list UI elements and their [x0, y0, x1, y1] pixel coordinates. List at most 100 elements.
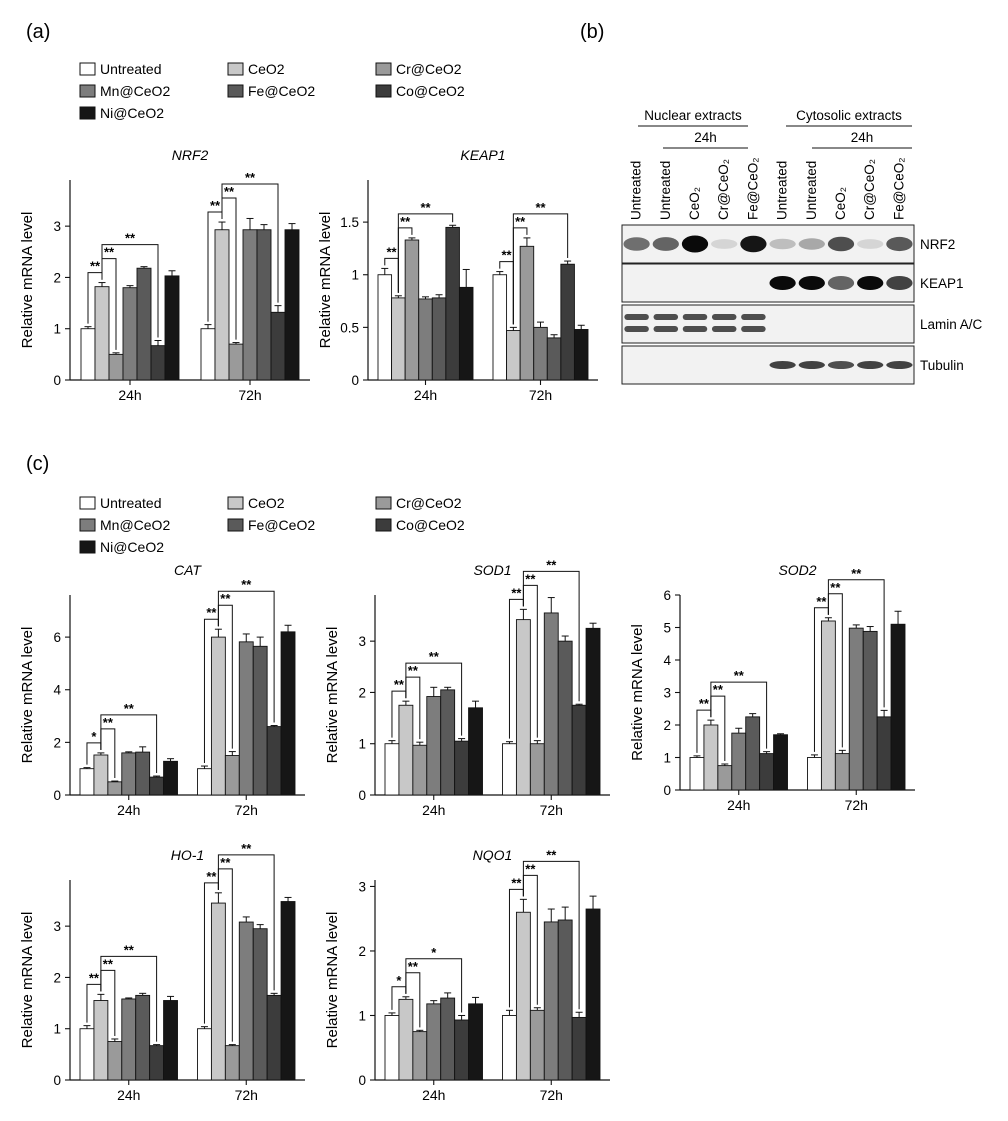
- nqo1-bar-cr-ceo2-24h: [412, 1031, 428, 1081]
- legend-label-mn-ceo2: Mn@CeO2: [100, 517, 170, 533]
- ho-1-bar-ni-ceo2-72h: [280, 901, 296, 1081]
- ho-1-sig-label: **: [89, 970, 100, 985]
- sod1-bar-ceo2-24h: [398, 704, 414, 796]
- sod1-bar-ceo2-72h: [515, 619, 531, 796]
- cat-ytick-label: 2: [53, 735, 61, 750]
- nqo1-sig-label: **: [511, 875, 522, 890]
- cat-category-72h: 72h: [235, 802, 258, 818]
- cat-sig-label: **: [241, 577, 252, 592]
- blot-band: [652, 237, 679, 251]
- nrf2-sig-label: **: [210, 198, 221, 213]
- cat-bar-co-ceo2-72h: [266, 726, 282, 796]
- sod2-bar-cr-ceo2-72h: [834, 753, 850, 791]
- sod1-sig-label: **: [408, 663, 419, 678]
- ho-1-bar-co-ceo2-72h: [266, 994, 282, 1081]
- sod2-sig-label: **: [713, 682, 724, 697]
- ho-1-sig-bracket: [217, 854, 275, 991]
- keap1-bar-ceo2-24h: [391, 297, 406, 381]
- keap1-bar-ni-ceo2-24h: [458, 286, 474, 381]
- cat-sig-bracket: [217, 590, 275, 723]
- ho-1-sig-bracket: [100, 955, 158, 1042]
- nqo1-title: NQO1: [473, 847, 513, 863]
- cat-bar-fe-ceo2-24h: [135, 751, 151, 796]
- blot-lane-label: CeO₂: [687, 187, 702, 220]
- cat-bar-untreated-24h: [79, 768, 95, 796]
- keap1-category-24h: 24h: [414, 387, 437, 403]
- nrf2-sig-label: **: [245, 170, 256, 185]
- cat-bar-cr-ceo2-72h: [224, 755, 240, 796]
- ho-1-bar-untreated-24h: [79, 1028, 95, 1081]
- ho-1-category-24h: 24h: [117, 1087, 140, 1103]
- legend-swatch-fe-ceo2: [227, 84, 244, 98]
- sod1-bar-cr-ceo2-72h: [529, 743, 545, 796]
- sod2-bar-mn-ceo2-72h: [848, 627, 864, 791]
- nrf2-bar-cr-ceo2-24h: [108, 353, 124, 381]
- nqo1-ytick-label: 2: [358, 944, 366, 959]
- nrf2-sig-bracket: [221, 183, 279, 303]
- keap1-ylabel: Relative mRNA level: [317, 212, 334, 349]
- blot-group-label-cytosolic-extracts: Cytosolic extracts: [796, 108, 902, 123]
- sod2-bar-untreated-24h: [689, 757, 705, 791]
- keap1-sig-label: **: [515, 214, 526, 229]
- nrf2-bar-fe-ceo2-72h: [256, 229, 272, 381]
- blot-band: [886, 361, 913, 369]
- nqo1-bar-cr-ceo2-72h: [529, 1009, 545, 1081]
- legend-swatch-untreated: [79, 62, 96, 76]
- blot-lane-label: Untreated: [804, 161, 819, 220]
- sod2-sig-label: **: [699, 696, 710, 711]
- keap1-bar-fe-ceo2-72h: [546, 337, 562, 381]
- blot-lane-label: CeO₂: [833, 187, 848, 220]
- nrf2-sig-label: **: [125, 231, 136, 246]
- keap1-sig-label: **: [535, 200, 546, 215]
- nqo1-bar-co-ceo2-24h: [454, 1019, 470, 1081]
- ho-1-category-72h: 72h: [235, 1087, 258, 1103]
- blot-band: [769, 238, 796, 250]
- blot-lane-label: Untreated: [629, 161, 644, 220]
- blot-band: [682, 326, 708, 332]
- nqo1-sig-label: *: [396, 973, 402, 988]
- panel-label-c: (c): [26, 453, 49, 475]
- nrf2-sig-label: **: [90, 259, 101, 274]
- nqo1-sig-label: **: [546, 847, 557, 862]
- nqo1-bar-mn-ceo2-24h: [426, 1003, 442, 1081]
- nrf2-category-24h: 24h: [118, 387, 141, 403]
- ho-1-bar-fe-ceo2-72h: [252, 928, 268, 1081]
- nrf2-bar-untreated-72h: [200, 328, 216, 381]
- legend-label-ceo2: CeO2: [248, 495, 285, 511]
- sod2-bar-fe-ceo2-72h: [862, 630, 878, 791]
- keap1-ytick-label: 1: [351, 268, 359, 283]
- sod2-category-24h: 24h: [727, 797, 750, 813]
- sod2-bar-ni-ceo2-24h: [773, 734, 788, 791]
- sod2-bar-co-ceo2-24h: [759, 753, 775, 791]
- blot-band: [681, 235, 709, 253]
- sod2-sig-label: **: [816, 594, 827, 609]
- blot-band: [741, 314, 766, 320]
- nrf2-sig-label: **: [104, 245, 115, 260]
- ho-1-ytick-label: 3: [53, 919, 61, 934]
- cat-ytick-label: 4: [53, 683, 61, 698]
- blot-lane-label: Untreated: [775, 161, 790, 220]
- legend-label-ni-ceo2: Ni@CeO2: [100, 105, 164, 121]
- keap1-bar-ceo2-72h: [506, 330, 521, 381]
- sod2-sig-bracket: [710, 681, 768, 749]
- keap1-bar-cr-ceo2-72h: [519, 245, 535, 381]
- nqo1-bar-fe-ceo2-24h: [440, 997, 456, 1081]
- keap1-ytick-label: 0: [351, 373, 359, 388]
- blot-band: [857, 361, 884, 369]
- cat-bar-mn-ceo2-72h: [238, 641, 254, 796]
- ho-1-sig-label: **: [241, 841, 252, 856]
- nrf2-category-72h: 72h: [238, 387, 261, 403]
- blot-band: [827, 361, 855, 369]
- nrf2-bar-cr-ceo2-72h: [228, 343, 244, 381]
- sod1-bar-co-ceo2-72h: [571, 704, 587, 796]
- ho-1-bar-ceo2-72h: [210, 902, 226, 1081]
- blot-band: [653, 314, 679, 320]
- ho-1-ylabel: Relative mRNA level: [19, 912, 36, 1049]
- sod1-bar-mn-ceo2-24h: [426, 696, 442, 796]
- sod2-bar-cr-ceo2-24h: [717, 765, 733, 791]
- keap1-bar-untreated-24h: [377, 274, 393, 381]
- blot-lane-label: Fe@CeO₂: [745, 158, 760, 220]
- sod1-ytick-label: 0: [358, 788, 366, 803]
